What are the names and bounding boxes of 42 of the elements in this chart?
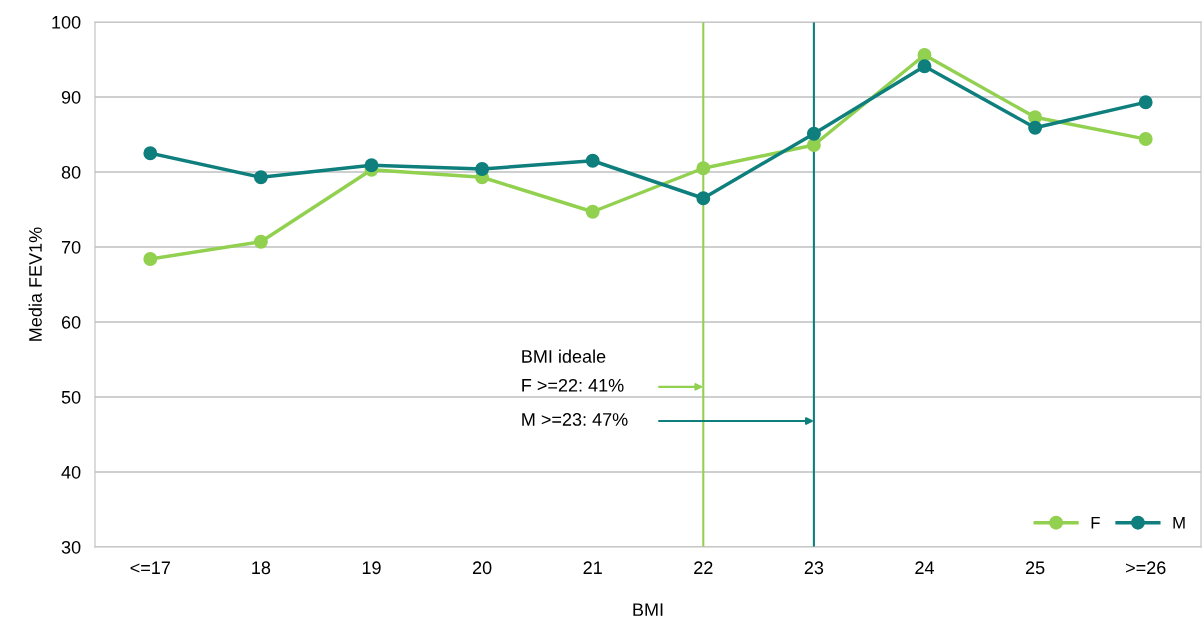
x-axis-title: BMI bbox=[633, 603, 663, 616]
point bbox=[917, 59, 932, 74]
y-tick-label: 60 bbox=[61, 315, 81, 329]
x-tick-label: 24 bbox=[915, 561, 935, 574]
point bbox=[364, 158, 379, 173]
y-tick-label: 40 bbox=[61, 465, 81, 479]
x-tick-label: 25 bbox=[1025, 561, 1045, 575]
point bbox=[806, 126, 821, 141]
point bbox=[585, 153, 600, 168]
annotation: M >=23: 47% bbox=[522, 413, 628, 426]
annotation: BMI ideale bbox=[522, 349, 606, 363]
point bbox=[1138, 95, 1153, 110]
point bbox=[917, 48, 932, 62]
y-tick-label: 50 bbox=[61, 390, 81, 404]
legend-label: M bbox=[1173, 517, 1185, 529]
x-tick-label: 22 bbox=[694, 561, 713, 574]
point bbox=[1028, 120, 1043, 135]
point bbox=[806, 138, 821, 152]
point bbox=[475, 162, 490, 176]
point bbox=[253, 170, 268, 185]
point bbox=[143, 252, 158, 266]
point bbox=[253, 234, 268, 249]
y-tick-label: 30 bbox=[61, 540, 81, 554]
x-tick-label: >=26 bbox=[1126, 561, 1166, 575]
point bbox=[1138, 132, 1153, 146]
x-tick-label: 19 bbox=[362, 561, 381, 575]
point bbox=[696, 161, 711, 176]
y-axis-title: Media FEV1% bbox=[28, 227, 42, 341]
legend-label: F bbox=[1091, 517, 1100, 529]
point bbox=[585, 204, 600, 219]
y-tick-label: 70 bbox=[61, 240, 81, 254]
x-tick-label: <=17 bbox=[130, 561, 170, 574]
x-tick-label: 20 bbox=[472, 561, 492, 575]
x-tick-label: 23 bbox=[804, 561, 824, 575]
y-tick-label: 100 bbox=[52, 15, 81, 29]
annotation: F >=22: 41% bbox=[522, 378, 624, 392]
y-tick-label: 90 bbox=[61, 90, 81, 104]
point bbox=[696, 191, 711, 206]
point bbox=[143, 146, 158, 161]
y-tick-label: 80 bbox=[61, 165, 81, 179]
x-tick-label: 21 bbox=[583, 561, 602, 574]
x-tick-label: 18 bbox=[252, 561, 271, 575]
